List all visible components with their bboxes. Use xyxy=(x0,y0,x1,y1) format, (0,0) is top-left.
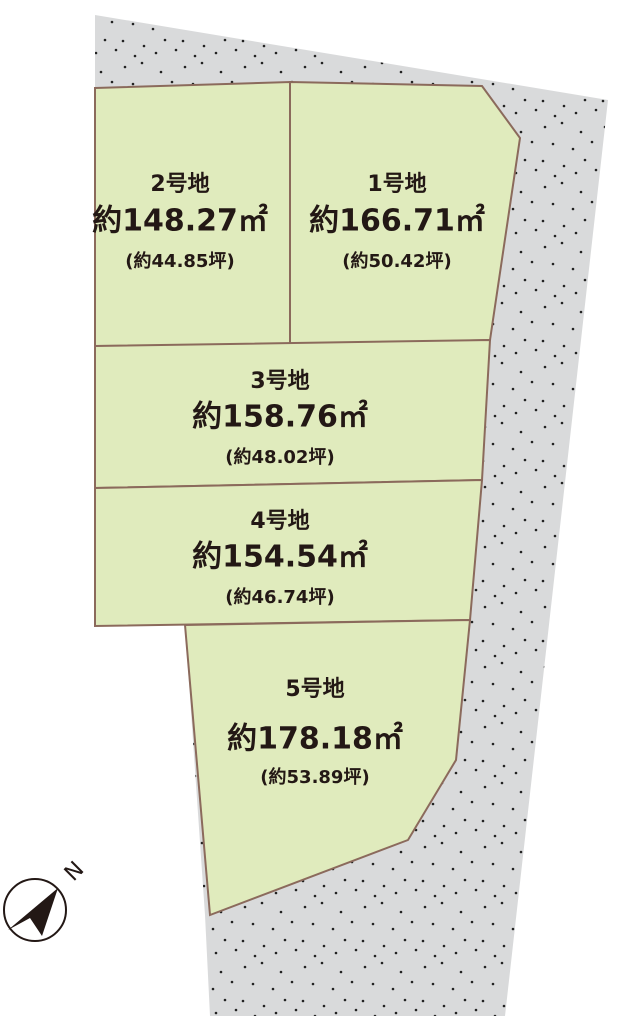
lot-tsubo: (約46.74坪) xyxy=(225,586,334,608)
lot-name: 2号地 xyxy=(150,172,209,197)
compass: N xyxy=(3,857,89,942)
lot-name: 1号地 xyxy=(367,172,426,197)
lot-name: 3号地 xyxy=(250,369,309,394)
lot-tsubo: (約44.85坪) xyxy=(125,250,234,272)
lot-area: 約148.27㎡ xyxy=(92,204,268,239)
lot-area: 約166.71㎡ xyxy=(309,204,485,239)
lot-area: 約178.18㎡ xyxy=(227,722,403,757)
lot-tsubo: (約48.02坪) xyxy=(225,446,334,468)
lot xyxy=(183,618,472,917)
lot-tsubo: (約50.42坪) xyxy=(342,250,451,272)
lot-area: 約158.76㎡ xyxy=(192,400,368,435)
compass-label: N xyxy=(60,857,89,886)
lot-name: 4号地 xyxy=(250,509,309,534)
lot-name: 5号地 xyxy=(285,677,344,702)
lot-tsubo: (約53.89坪) xyxy=(260,766,369,788)
lot xyxy=(289,80,522,347)
lot-area: 約154.54㎡ xyxy=(192,540,368,575)
